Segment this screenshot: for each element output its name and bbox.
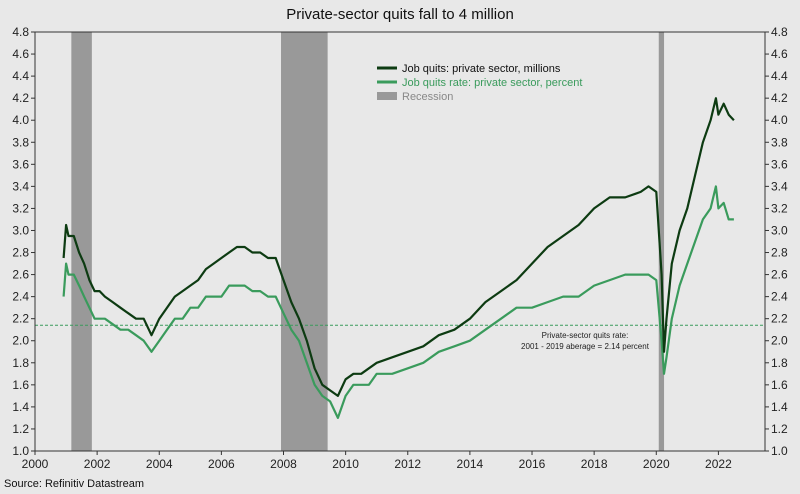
y-tick-label-right: 3.4 bbox=[771, 179, 788, 193]
y-tick-label-right: 1.2 bbox=[771, 422, 788, 436]
series-layer bbox=[62, 97, 735, 419]
y-tick-label-left: 3.8 bbox=[12, 135, 29, 149]
x-tick-label: 2002 bbox=[84, 457, 111, 471]
recession-band-2 bbox=[281, 32, 328, 451]
y-tick-label-left: 4.6 bbox=[12, 47, 29, 61]
average-annotation-line2: 2001 - 2019 aberage = 2.14 percent bbox=[521, 342, 650, 351]
y-tick-label-right: 3.2 bbox=[771, 201, 788, 215]
x-tick-label: 2014 bbox=[457, 457, 484, 471]
y-tick-label-right: 3.0 bbox=[771, 223, 788, 237]
y-tick-label-right: 2.8 bbox=[771, 246, 788, 260]
y-tick-label-right: 4.6 bbox=[771, 47, 788, 61]
y-tick-label-left: 4.0 bbox=[12, 113, 29, 127]
x-tick-label: 2006 bbox=[208, 457, 235, 471]
y-tick-label-left: 4.4 bbox=[12, 69, 29, 83]
y-tick-label-left: 2.4 bbox=[12, 290, 29, 304]
y-tick-label-right: 3.6 bbox=[771, 157, 788, 171]
y-tick-label-right: 2.6 bbox=[771, 268, 788, 282]
y-tick-label-left: 3.6 bbox=[12, 157, 29, 171]
plot-frame bbox=[34, 31, 766, 452]
y-tick-label-left: 1.8 bbox=[12, 356, 29, 370]
y-tick-label-right: 1.4 bbox=[771, 400, 788, 414]
y-tick-label-left: 1.6 bbox=[12, 378, 29, 392]
y-tick-label-left: 4.2 bbox=[12, 91, 29, 105]
y-tick-label-right: 2.2 bbox=[771, 312, 788, 326]
x-tick-label: 2012 bbox=[394, 457, 421, 471]
series-line-quits-rate bbox=[62, 185, 734, 419]
y-tick-label-right: 4.0 bbox=[771, 113, 788, 127]
y-tick-label-left: 1.0 bbox=[12, 444, 29, 458]
y-tick-label-right: 4.8 bbox=[771, 25, 788, 39]
legend-label-recession: Recession bbox=[402, 91, 453, 103]
x-tick-label: 2004 bbox=[146, 457, 173, 471]
y-tick-label-right: 1.0 bbox=[771, 444, 788, 458]
y-tick-label-left: 2.0 bbox=[12, 334, 29, 348]
y-tick-label-right: 4.2 bbox=[771, 91, 788, 105]
source-note: Source: Refinitiv Datastream bbox=[4, 478, 144, 490]
x-tick-label: 2008 bbox=[270, 457, 297, 471]
x-tick-label: 2000 bbox=[22, 457, 49, 471]
series-line-quits bbox=[62, 97, 735, 397]
y-tick-label-left: 3.2 bbox=[12, 201, 29, 215]
legend-swatch-recession bbox=[377, 92, 397, 100]
y-tick-label-left: 2.2 bbox=[12, 312, 29, 326]
y-tick-label-right: 2.0 bbox=[771, 334, 788, 348]
x-tick-label: 2020 bbox=[643, 457, 670, 471]
y-tick-label-right: 1.6 bbox=[771, 378, 788, 392]
y-tick-label-left: 2.6 bbox=[12, 268, 29, 282]
recession-band-1 bbox=[71, 32, 92, 451]
chart-title: Private-sector quits fall to 4 million bbox=[286, 6, 514, 23]
y-tick-label-left: 1.4 bbox=[12, 400, 29, 414]
recession-band-3 bbox=[658, 32, 665, 451]
x-ticks: 2000 2002 2004 2006 2008 2010 2012 2014 2016 2018… bbox=[22, 451, 732, 471]
legend-label-quits: Job quits: private sector, millions bbox=[402, 63, 561, 75]
y-tick-label-right: 1.8 bbox=[771, 356, 788, 370]
average-annotation-line1: Private-sector quits rate: bbox=[542, 331, 629, 340]
y-tick-label-left: 2.8 bbox=[12, 246, 29, 260]
y-tick-label-left: 3.4 bbox=[12, 179, 29, 193]
y-ticks-left: 1.0 1.2 1.4 1.6 1.8 2.0 2.2 2.4 2.6 2.8 3.0 3.2 3.4 3… bbox=[12, 25, 35, 458]
legend: Job quits: private sector, millions Job … bbox=[377, 63, 582, 103]
plot-background bbox=[35, 32, 765, 451]
legend-label-quits-rate: Job quits rate: private sector, percent bbox=[402, 77, 582, 89]
y-tick-label-right: 2.4 bbox=[771, 290, 788, 304]
y-tick-label-right: 3.8 bbox=[771, 135, 788, 149]
x-tick-label: 2010 bbox=[332, 457, 359, 471]
y-tick-label-left: 3.0 bbox=[12, 223, 29, 237]
x-tick-label: 2022 bbox=[705, 457, 732, 471]
x-tick-label: 2016 bbox=[519, 457, 546, 471]
y-ticks-right: 1.0 1.2 1.4 1.6 1.8 2.0 2.2 2.4 2.6 2.8 3.0 3.2 3.4 3… bbox=[765, 25, 788, 458]
x-tick-label: 2018 bbox=[581, 457, 608, 471]
y-tick-label-right: 4.4 bbox=[771, 69, 788, 83]
y-tick-label-left: 1.2 bbox=[12, 422, 29, 436]
y-tick-label-left: 4.8 bbox=[12, 25, 29, 39]
